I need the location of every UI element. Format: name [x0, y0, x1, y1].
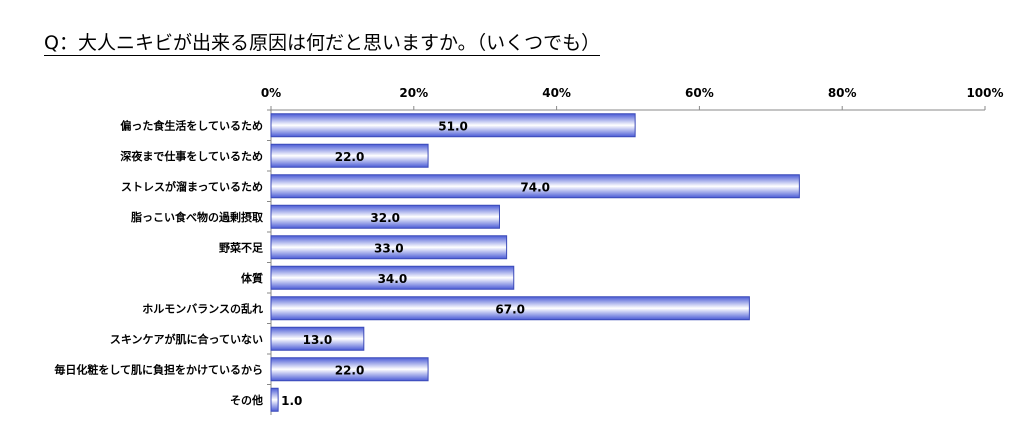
data-label: 22.0 — [335, 363, 365, 377]
data-label: 22.0 — [335, 150, 365, 164]
category-label: 毎日化粧をして肌に負担をかけているから — [54, 362, 263, 376]
category-label: 体質 — [241, 271, 263, 285]
data-label: 34.0 — [378, 272, 408, 286]
category-label: 野菜不足 — [219, 240, 264, 254]
chart-title: Q：大人ニキビが出来る原因は何だと思いますか。（いくつでも） — [44, 32, 601, 56]
category-label: その他 — [230, 393, 263, 407]
bar — [270, 265, 515, 290]
label-layer: 偏った食生活をしているため 51.0 深夜まで仕事をしているため 22.0 ストレスが溜… — [54, 118, 550, 408]
bar — [270, 387, 279, 412]
bar — [270, 143, 429, 168]
bar — [270, 174, 800, 199]
data-label: 74.0 — [520, 180, 550, 194]
bar — [270, 326, 365, 351]
bar — [270, 235, 508, 260]
x-tick-label: 80% — [828, 86, 857, 100]
bar — [270, 357, 429, 382]
category-label: 偏った食生活をしているため — [120, 118, 263, 132]
x-tick-label: 20% — [399, 86, 428, 100]
x-tick-label: 40% — [542, 86, 571, 100]
x-tick-label: 60% — [685, 86, 714, 100]
bar — [270, 204, 500, 229]
data-label: 13.0 — [303, 333, 333, 347]
bar — [270, 296, 750, 321]
bar-layer — [270, 113, 800, 412]
bar — [270, 113, 636, 138]
category-label: ホルモンバランスの乱れ — [142, 301, 263, 315]
x-tick-label: 0% — [261, 86, 281, 100]
category-label: 深夜まで仕事をしているため — [120, 149, 263, 163]
data-label: 51.0 — [438, 119, 468, 133]
category-label: 脂っこい食べ物の過剰摂取 — [130, 210, 263, 224]
data-label: 33.0 — [374, 241, 404, 255]
axis-layer: 0% 20% 40% 60% 80% 100% — [261, 86, 1004, 415]
category-label: ストレスが溜まっているため — [121, 179, 263, 193]
data-label: 67.0 — [495, 302, 525, 316]
data-label: 32.0 — [370, 211, 400, 225]
category-label: スキンケアが肌に合っていない — [110, 332, 263, 346]
data-label: 1.0 — [281, 394, 302, 408]
x-tick-label: 100% — [966, 86, 1003, 100]
